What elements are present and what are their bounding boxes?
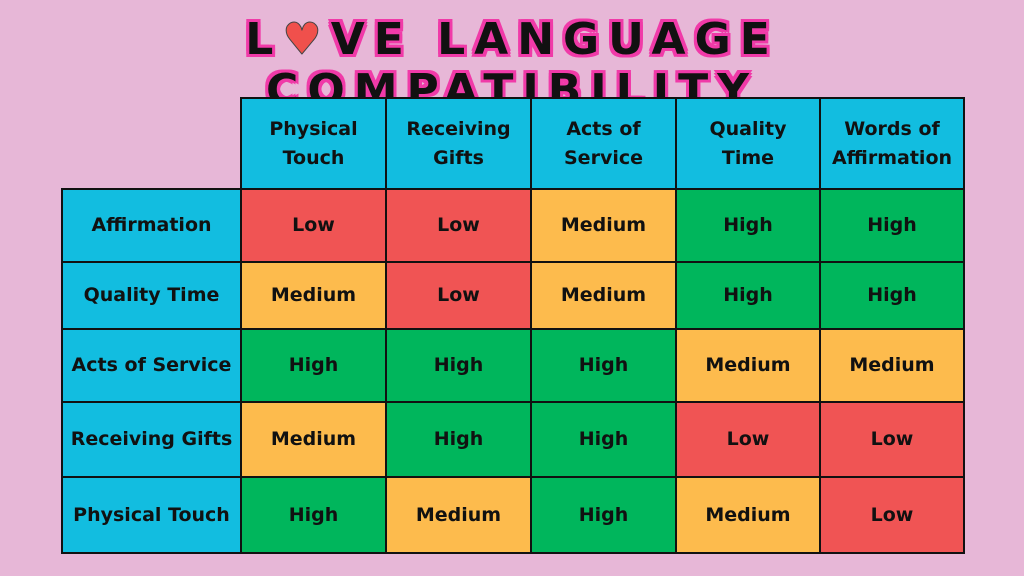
row-header: Quality Time: [61, 261, 242, 330]
row-header: Acts of Service: [61, 328, 242, 403]
compatibility-cell-high: High: [530, 401, 677, 478]
column-header: Words of Affirmation: [819, 97, 965, 190]
column-header: Physical Touch: [240, 97, 387, 190]
row-header: Receiving Gifts: [61, 401, 242, 478]
compatibility-cell-medium: Medium: [240, 401, 387, 478]
compatibility-cell-low: Low: [819, 476, 965, 554]
column-header: Quality Time: [675, 97, 821, 190]
compatibility-cell-low: Low: [675, 401, 821, 478]
compatibility-cell-high: High: [240, 476, 387, 554]
compatibility-cell-high: High: [675, 261, 821, 330]
compatibility-cell-low: Low: [385, 188, 532, 263]
compatibility-cell-high: High: [385, 401, 532, 478]
row-header: Physical Touch: [61, 476, 242, 554]
column-header: Receiving Gifts: [385, 97, 532, 190]
compatibility-cell-high: High: [530, 476, 677, 554]
compatibility-cell-medium: Medium: [819, 328, 965, 403]
compatibility-cell-high: High: [675, 188, 821, 263]
column-header: Acts of Service: [530, 97, 677, 190]
compatibility-cell-medium: Medium: [675, 476, 821, 554]
compatibility-cell-high: High: [385, 328, 532, 403]
compatibility-cell-medium: Medium: [530, 188, 677, 263]
title-part: L: [245, 14, 283, 65]
compatibility-cell-high: High: [819, 261, 965, 330]
compatibility-cell-low: Low: [240, 188, 387, 263]
compatibility-cell-high: High: [240, 328, 387, 403]
compatibility-cell-medium: Medium: [675, 328, 821, 403]
heart-icon: ♥: [282, 14, 331, 66]
compatibility-cell-high: High: [819, 188, 965, 263]
compatibility-cell-low: Low: [819, 401, 965, 478]
compatibility-cell-medium: Medium: [530, 261, 677, 330]
compatibility-cell-high: High: [530, 328, 677, 403]
compatibility-cell-medium: Medium: [240, 261, 387, 330]
row-header: Affirmation: [61, 188, 242, 263]
compatibility-cell-low: Low: [385, 261, 532, 330]
compatibility-cell-medium: Medium: [385, 476, 532, 554]
